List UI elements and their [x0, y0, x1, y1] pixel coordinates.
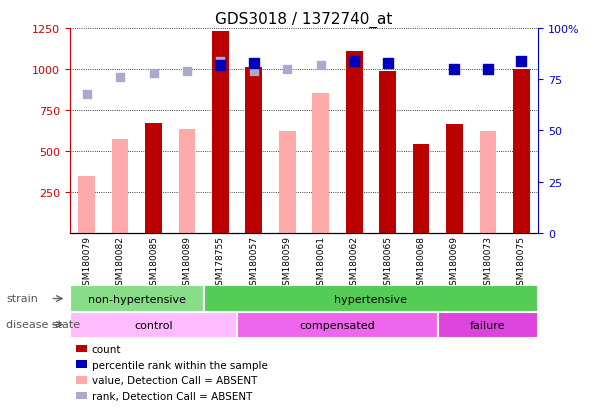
- Text: GSM180085: GSM180085: [149, 236, 158, 291]
- Text: GSM180068: GSM180068: [416, 236, 426, 291]
- Text: disease state: disease state: [6, 320, 80, 330]
- Bar: [413, 144, 429, 233]
- Bar: [70, 312, 237, 338]
- Bar: [212, 32, 229, 233]
- Bar: [179, 130, 195, 233]
- Text: rank, Detection Call = ABSENT: rank, Detection Call = ABSENT: [92, 391, 252, 401]
- Point: [282, 66, 292, 73]
- Bar: [204, 286, 538, 312]
- Text: GSM180069: GSM180069: [450, 236, 459, 291]
- Text: value, Detection Call = ABSENT: value, Detection Call = ABSENT: [92, 375, 257, 385]
- Point: [215, 58, 225, 65]
- Text: count: count: [92, 344, 122, 354]
- Text: GSM180059: GSM180059: [283, 236, 292, 291]
- Text: GSM178755: GSM178755: [216, 236, 225, 291]
- Point: [115, 75, 125, 81]
- Point: [215, 62, 225, 69]
- Text: GSM180065: GSM180065: [383, 236, 392, 291]
- Text: percentile rank within the sample: percentile rank within the sample: [92, 360, 268, 370]
- Bar: [480, 132, 496, 233]
- Text: GSM180075: GSM180075: [517, 236, 526, 291]
- Bar: [279, 132, 295, 233]
- Bar: [346, 52, 362, 233]
- Point: [517, 58, 527, 65]
- Bar: [112, 139, 128, 233]
- Point: [81, 91, 91, 97]
- Point: [182, 69, 192, 75]
- Bar: [379, 71, 396, 233]
- Text: GSM180073: GSM180073: [483, 236, 492, 291]
- Point: [483, 66, 493, 73]
- Point: [249, 60, 259, 67]
- Text: compensated: compensated: [300, 320, 375, 330]
- Text: hypertensive: hypertensive: [334, 294, 407, 304]
- Point: [249, 69, 259, 75]
- Point: [316, 62, 326, 69]
- Bar: [313, 93, 329, 233]
- Bar: [446, 125, 463, 233]
- Text: failure: failure: [470, 320, 506, 330]
- Point: [148, 71, 158, 77]
- Title: GDS3018 / 1372740_at: GDS3018 / 1372740_at: [215, 12, 393, 28]
- Text: GSM180062: GSM180062: [350, 236, 359, 291]
- Bar: [438, 312, 538, 338]
- Text: GSM180079: GSM180079: [82, 236, 91, 291]
- Text: control: control: [134, 320, 173, 330]
- Text: strain: strain: [6, 294, 38, 304]
- Text: GSM180057: GSM180057: [249, 236, 258, 291]
- Text: GSM180089: GSM180089: [182, 236, 192, 291]
- Text: non-hypertensive: non-hypertensive: [88, 294, 186, 304]
- Bar: [78, 177, 95, 233]
- Text: GSM180082: GSM180082: [116, 236, 125, 291]
- Point: [383, 60, 393, 67]
- Bar: [513, 70, 530, 233]
- Point: [449, 66, 460, 73]
- Bar: [70, 286, 204, 312]
- Bar: [145, 124, 162, 233]
- Bar: [246, 68, 262, 233]
- Text: GSM180061: GSM180061: [316, 236, 325, 291]
- Bar: [237, 312, 438, 338]
- Point: [349, 58, 359, 65]
